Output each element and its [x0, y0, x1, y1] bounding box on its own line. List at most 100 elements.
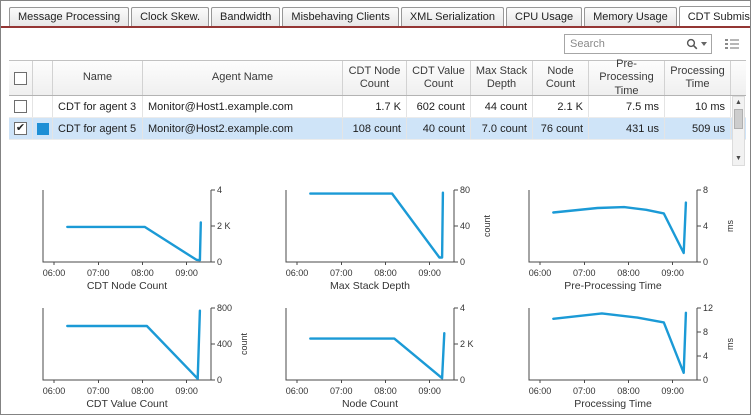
y-tick-label: 400 [217, 339, 232, 349]
tab-bar: Message Processing Clock Skew. Bandwidth Mi… [1, 1, 750, 26]
y-tick-label: 80 [460, 185, 470, 195]
x-tick-label: 07:00 [330, 386, 353, 396]
x-tick-label: 09:00 [418, 386, 441, 396]
x-tick-label: 07:00 [573, 268, 596, 278]
chart-processing-time: 0 4 8 12 06:00 07:00 08:00 09:00 ms Processing Ti… [511, 302, 750, 410]
select-all-checkbox[interactable] [14, 71, 27, 85]
tab-memory-usage[interactable]: Memory Usage [584, 7, 677, 26]
cell-processing_time: 10 ms [665, 96, 731, 117]
cell-agent: Monitor@Host1.example.com [143, 96, 343, 117]
tab-cpu-usage[interactable]: CPU Usage [506, 7, 583, 26]
x-tick-label: 07:00 [573, 386, 596, 396]
table-row[interactable]: ✔ CDT for agent 5 Monitor@Host2.example.co… [9, 118, 746, 140]
x-tick-label: 09:00 [175, 386, 198, 396]
chart-canvas-max-stack-depth: 0 40 80 06:00 07:00 08:00 09:00 count [285, 185, 492, 278]
search-icon [686, 38, 698, 50]
cell-node_count: 76 count [533, 118, 589, 139]
x-tick-label: 08:00 [131, 268, 154, 278]
y-tick-label: 2 K [460, 339, 474, 349]
tab-xml-serialization[interactable]: XML Serialization [400, 7, 505, 26]
y-tick-label: 2 K [217, 221, 231, 231]
y-tick-label: 0 [703, 257, 708, 267]
tab-clock-skew[interactable]: Clock Skew. [131, 7, 210, 26]
y-tick-label: 12 [703, 303, 713, 313]
y-tick-label: 0 [217, 257, 222, 267]
series-color-swatch [36, 122, 49, 135]
chart-cdt-value-count: 0 400 800 06:00 07:00 08:00 09:00 count CDT Valu… [25, 302, 268, 410]
header-swatch-cell [33, 61, 53, 95]
tab-accent-line [1, 26, 750, 28]
scroll-thumb[interactable] [734, 109, 743, 129]
row-checkbox[interactable] [14, 100, 27, 113]
column-header-agent[interactable]: Agent Name [143, 61, 343, 95]
search-input[interactable] [565, 38, 682, 50]
scroll-up-button[interactable]: ▲ [735, 99, 742, 106]
vertical-scrollbar[interactable]: ▲ ▼ [732, 96, 745, 166]
series-line [309, 332, 446, 380]
chart-canvas-cdt-value-count: 0 400 800 06:00 07:00 08:00 09:00 count [42, 303, 249, 396]
y-tick-label: 0 [703, 375, 708, 385]
y-tick-label: 4 [703, 351, 708, 361]
x-tick-label: 06:00 [529, 386, 552, 396]
tab-bandwidth[interactable]: Bandwidth [211, 7, 281, 26]
search-button[interactable] [682, 35, 711, 53]
x-tick-label: 07:00 [87, 268, 110, 278]
y-tick-label: 4 [217, 185, 222, 195]
series-line [552, 201, 688, 255]
header-checkbox-cell [9, 61, 33, 95]
cell-name: CDT for agent 3 [53, 96, 143, 117]
cell-node_count: 2.1 K [533, 96, 589, 117]
tab-message-processing[interactable]: Message Processing [9, 7, 130, 26]
cell-max_stack_depth: 44 count [471, 96, 533, 117]
table-row[interactable]: CDT for agent 3 Monitor@Host1.example.com… [9, 96, 746, 118]
column-header-cdt_value_count[interactable]: CDT Value Count [407, 61, 471, 95]
x-tick-label: 09:00 [661, 386, 684, 396]
cell-cdt_node_count: 1.7 K [343, 96, 407, 117]
chart-title: CDT Value Count [86, 398, 168, 410]
cell-agent: Monitor@Host2.example.com [143, 118, 343, 139]
y-tick-label: 4 [703, 221, 708, 231]
column-chooser-button[interactable] [724, 38, 740, 51]
x-tick-label: 08:00 [131, 386, 154, 396]
series-line [66, 221, 203, 262]
chart-cdt-node-count: 0 2 K 4 06:00 07:00 08:00 09:00 CDT Node Count [25, 184, 268, 292]
cell-pre_processing_time: 7.5 ms [589, 96, 665, 117]
toolbar [1, 28, 750, 58]
column-chooser-icon [725, 38, 739, 49]
y-axis-unit-label: ms [725, 220, 735, 232]
column-header-max_stack_depth[interactable]: Max Stack Depth [471, 61, 533, 95]
column-header-name[interactable]: Name [53, 61, 143, 95]
column-header-processing_time[interactable]: Processing Time [665, 61, 731, 95]
y-tick-label: 8 [703, 185, 708, 195]
cell-name: CDT for agent 5 [53, 118, 143, 139]
chart-canvas-pre-processing-time: 0 4 8 06:00 07:00 08:00 09:00 ms [528, 185, 735, 278]
tab-cdt-submission[interactable]: CDT Submission [678, 6, 750, 26]
x-tick-label: 06:00 [286, 386, 309, 396]
cell-max_stack_depth: 7.0 count [471, 118, 533, 139]
x-tick-label: 08:00 [617, 268, 640, 278]
y-axis-unit-label: ms [725, 338, 735, 350]
column-header-cdt_node_count[interactable]: CDT Node Count [343, 61, 407, 95]
column-header-pre_processing_time[interactable]: Pre-Processing Time [589, 58, 665, 97]
scroll-down-button[interactable]: ▼ [735, 155, 742, 162]
y-tick-label: 800 [217, 303, 232, 313]
y-tick-label: 0 [460, 257, 465, 267]
tab-misbehaving-clients[interactable]: Misbehaving Clients [282, 7, 399, 26]
cell-cdt_value_count: 40 count [407, 118, 471, 139]
x-tick-label: 09:00 [661, 268, 684, 278]
series-line [309, 191, 445, 259]
chart-title: Max Stack Depth [330, 280, 410, 292]
chart-title: Pre-Processing Time [564, 280, 662, 292]
y-tick-label: 8 [703, 327, 708, 337]
metrics-table: Name Agent Name CDT Node Count CDT Value Co… [9, 58, 746, 166]
y-axis-unit-label: count [239, 332, 249, 355]
x-tick-label: 06:00 [43, 386, 66, 396]
table-header-row: Name Agent Name CDT Node Count CDT Value Co… [9, 58, 746, 97]
series-line [552, 311, 688, 375]
column-header-node_count[interactable]: Node Count [533, 61, 589, 95]
scroll-track[interactable] [733, 109, 744, 153]
row-checkbox[interactable]: ✔ [14, 122, 27, 135]
cell-cdt_value_count: 602 count [407, 96, 471, 117]
chart-node-count: 0 2 K 4 06:00 07:00 08:00 09:00 Node Count [268, 302, 511, 410]
